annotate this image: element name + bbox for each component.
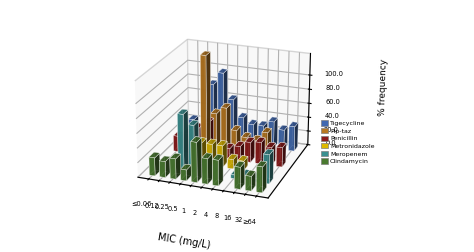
Legend: Tigecycline, Pip-taz, Penicillin, Metronidazole, Meropenem, Clindamycin: Tigecycline, Pip-taz, Penicillin, Metron…: [320, 119, 376, 166]
X-axis label: MIC (mg/L): MIC (mg/L): [157, 232, 211, 250]
